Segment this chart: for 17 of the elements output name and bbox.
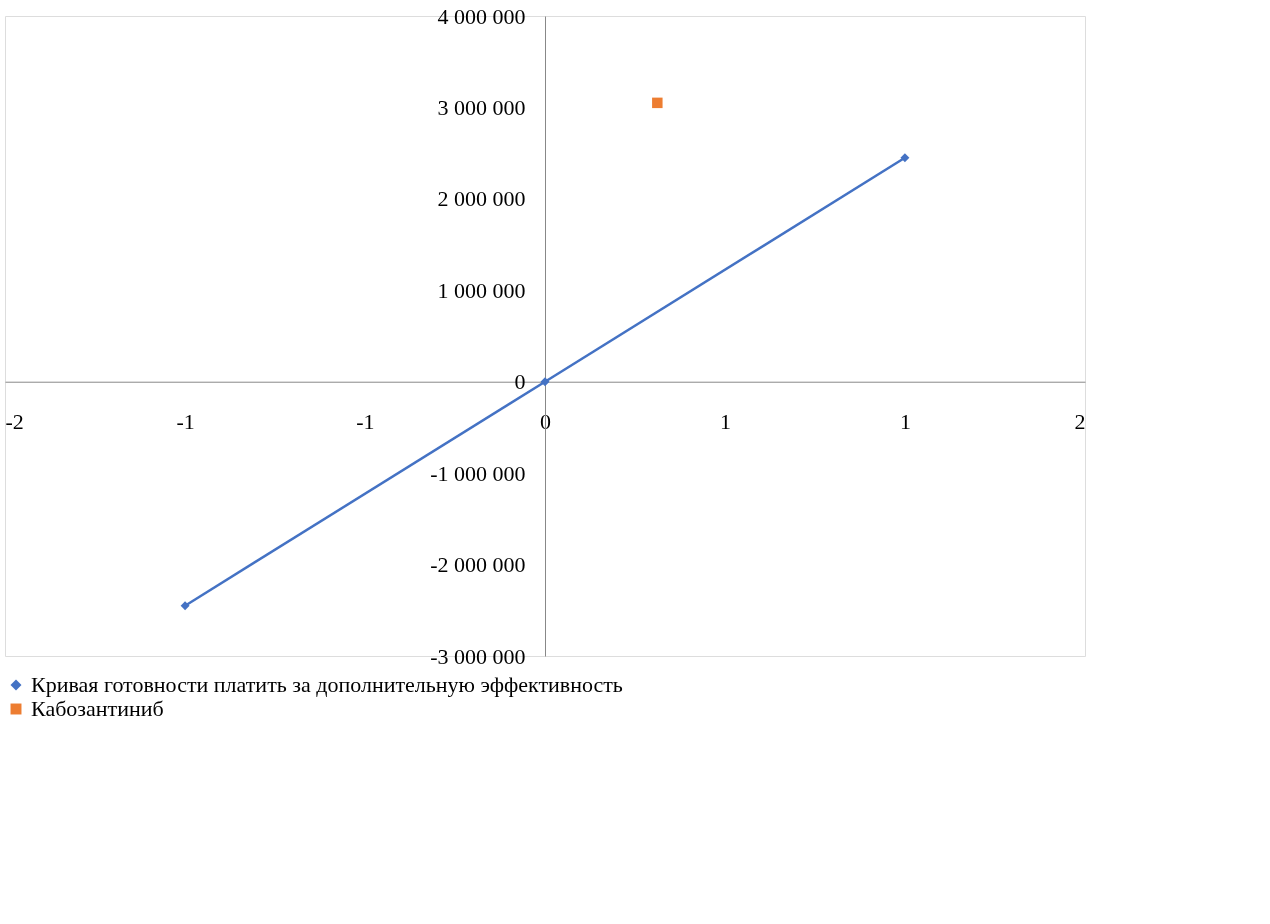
y-tick-label: 3 000 000 xyxy=(437,94,526,120)
legend-label: Кабозантиниб xyxy=(31,696,164,721)
y-tick-label: 0 xyxy=(514,369,526,395)
x-tick-label: -1 xyxy=(176,409,195,435)
y-tick-label: -1 000 000 xyxy=(430,460,526,486)
x-tick-label: -1 xyxy=(356,409,375,435)
y-tick-label: -2 000 000 xyxy=(430,552,526,578)
x-tick-label: 0 xyxy=(540,409,551,435)
y-tick-label: 1 000 000 xyxy=(437,277,526,303)
x-tick-label: -2 xyxy=(5,409,24,435)
legend-label: Кривая готовности платить за дополнительную эффективность xyxy=(31,672,623,697)
y-tick-label: 2 000 000 xyxy=(437,186,526,212)
x-tick-label: 2 xyxy=(1074,409,1086,435)
y-tick-label: -3 000 000 xyxy=(430,643,526,669)
y-tick-label: 4 000 000 xyxy=(437,3,526,29)
x-tick-label: 1 xyxy=(899,409,911,435)
x-tick-label: 1 xyxy=(720,409,732,435)
